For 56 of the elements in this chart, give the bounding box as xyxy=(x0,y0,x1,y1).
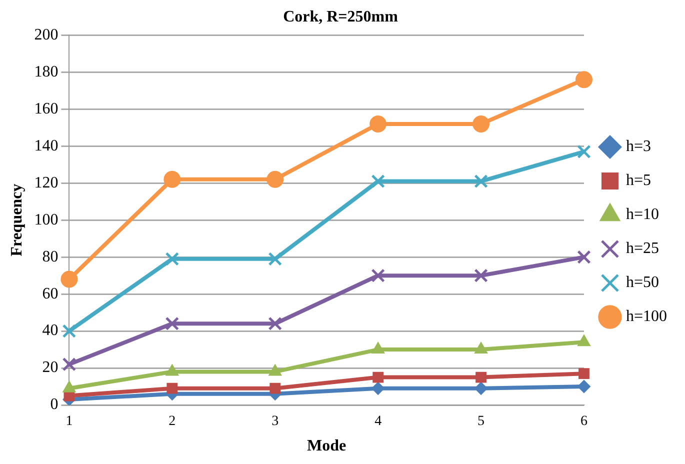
point xyxy=(577,250,591,264)
y-tick-label: 0 xyxy=(50,396,58,414)
y-tick-label: 40 xyxy=(42,322,58,340)
x-axis-title: Mode xyxy=(307,438,346,455)
point xyxy=(474,342,488,354)
y-tick-label: 80 xyxy=(42,248,58,266)
point xyxy=(578,368,590,380)
chart-title: Cork, R=250mm xyxy=(283,8,399,26)
point xyxy=(577,334,591,346)
point xyxy=(166,382,178,394)
y-tick-label: 20 xyxy=(42,359,58,376)
y-axis-title: Frequency xyxy=(8,184,26,256)
point xyxy=(372,372,384,383)
point xyxy=(270,382,281,394)
y-tick-label: 140 xyxy=(34,137,58,154)
x-tick-label: 3 xyxy=(272,414,279,430)
y-tick-label: 160 xyxy=(34,100,58,118)
x-tick-label: 1 xyxy=(66,414,73,430)
point xyxy=(474,174,488,188)
legend-label: h=50 xyxy=(626,274,660,292)
point xyxy=(577,144,591,159)
y-tick-label: 100 xyxy=(34,211,58,228)
point xyxy=(474,268,488,282)
x-tick-label: 6 xyxy=(580,414,588,430)
legend-label: h=5 xyxy=(626,172,652,190)
point xyxy=(476,372,486,383)
legend-label: h=10 xyxy=(626,206,660,224)
x-tick-label: 5 xyxy=(478,414,485,430)
legend-label: h=25 xyxy=(626,240,660,258)
y-tick-label: 120 xyxy=(34,174,58,192)
point xyxy=(472,115,490,132)
legend-label: h=3 xyxy=(626,138,652,156)
point xyxy=(268,364,282,376)
point xyxy=(474,382,488,395)
y-tick-label: 200 xyxy=(34,26,58,44)
point xyxy=(371,174,385,188)
point xyxy=(164,170,181,188)
point xyxy=(577,380,590,394)
point xyxy=(165,316,180,331)
y-tick-label: 60 xyxy=(42,285,58,302)
point xyxy=(372,342,385,354)
point xyxy=(165,252,180,266)
point xyxy=(575,71,592,88)
point xyxy=(371,268,385,282)
x-tick-label: 4 xyxy=(374,414,382,430)
point xyxy=(372,382,385,395)
point xyxy=(60,270,78,288)
x-tick-label: 2 xyxy=(168,414,176,430)
y-tick-label: 180 xyxy=(34,63,58,80)
point xyxy=(370,115,387,132)
point xyxy=(62,380,76,392)
point xyxy=(266,170,284,188)
point xyxy=(166,364,179,376)
point xyxy=(268,316,282,331)
point xyxy=(268,252,282,266)
legend-label: h=100 xyxy=(626,308,668,326)
